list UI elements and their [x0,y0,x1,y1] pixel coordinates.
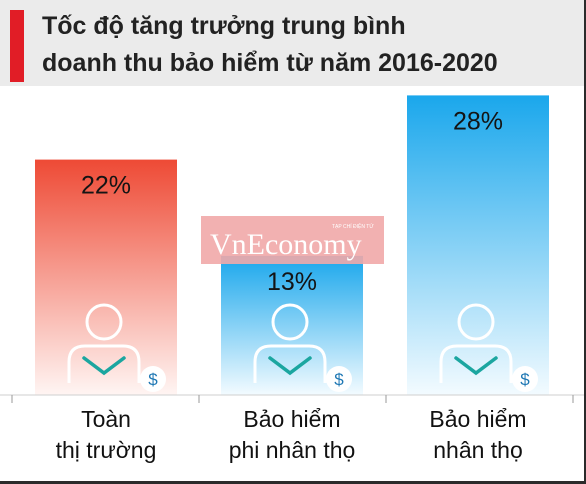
title-accent-bar [10,10,24,82]
dollar-coin-icon: $ [140,366,166,392]
coin-symbol: $ [334,370,344,389]
person-icon [67,303,141,383]
watermark-logo-text: VnEconomy [210,228,362,261]
chart-title-line-1: Tốc độ tăng trưởng trung bình [42,12,406,40]
person-collar [454,356,498,376]
bar-3 [407,95,549,396]
person-icon [439,303,513,383]
watermark-background [201,216,384,264]
title-header: Tốc độ tăng trưởng trung bình doanh thu … [0,0,584,86]
category-label-1-line-1: Toàn [81,406,131,432]
coin-symbol: $ [148,370,158,389]
watermark-small-text: TẠP CHÍ ĐIỆN TỬ [332,222,374,230]
person-shoulders [253,344,327,383]
person-icon [253,303,327,383]
chart-title-line-2: doanh thu bảo hiểm từ năm 2016-2020 [42,49,498,77]
person-collar [268,356,312,376]
vneconomy-watermark: TẠP CHÍ ĐIỆN TỬ VnEconomy [201,216,384,264]
person-head [85,303,123,341]
category-label-3-line-1: Bảo hiểm [429,406,526,432]
person-shoulders [439,344,513,383]
category-label-2-line-2: phi nhân thọ [229,437,356,463]
coin-circle [326,366,352,392]
coin-circle [140,366,166,392]
bar-value-label-3: 28% [453,107,503,135]
coin-circle [512,366,538,392]
person-shoulders [67,344,141,383]
bar-value-label-1: 22% [81,172,131,200]
icons-layer: $ $ $ [67,303,538,392]
coin-symbol: $ [520,370,530,389]
axis-layer [0,394,584,403]
person-collar [82,356,126,376]
person-head [271,303,309,341]
category-label-2-line-1: Bảo hiểm [243,406,340,432]
person-head [457,303,495,341]
category-label-3-line-2: nhân thọ [433,437,523,463]
dollar-coin-icon: $ [326,366,352,392]
bar-1 [35,159,177,395]
chart-title: Tốc độ tăng trưởng trung bình doanh thu … [42,8,572,82]
dollar-coin-icon: $ [512,366,538,392]
category-label-1-line-2: thị trường [56,437,157,463]
bar-value-label-2: 13% [267,268,317,296]
labels-layer: 22% Toàn thị trường 13% Bảo hiểm phi nhân thọ… [56,107,527,463]
